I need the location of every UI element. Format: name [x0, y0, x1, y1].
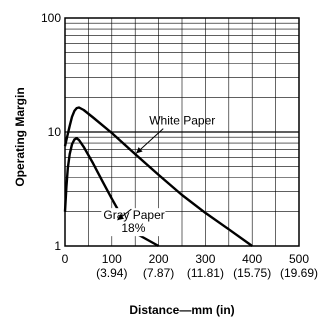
x-tick-sublabel: (7.87): [143, 266, 174, 280]
x-tick-sublabel: (3.94): [96, 266, 127, 280]
x-tick-sublabel: (11.81): [187, 266, 224, 280]
x-tick-label: 200: [149, 252, 169, 266]
gray-paper-label: Gray Paper: [103, 208, 164, 222]
x-tick-label: 300: [195, 252, 215, 266]
y-tick-label: 100: [41, 11, 61, 25]
series-line-white-paper: [63, 106, 253, 247]
y-tick-label: 1: [54, 239, 61, 253]
gray-paper-percent-label: 18%: [121, 221, 145, 235]
white-paper-label: White Paper: [149, 114, 215, 128]
x-tick-sublabel: (19.69): [280, 266, 318, 280]
x-tick-label: 400: [242, 252, 262, 266]
tick-labels: 0 100(3.94)200(7.87)300(11.81)400(15.75)5…: [41, 11, 318, 280]
x-tick-label: 100: [102, 252, 122, 266]
x-tick-sublabel: (15.75): [233, 266, 271, 280]
grid: [65, 18, 299, 246]
gray-paper-arrowhead: [117, 214, 124, 221]
y-tick-label: 10: [48, 125, 62, 139]
x-tick-label: 0: [62, 252, 69, 266]
x-axis-label: Distance—mm (in): [129, 303, 234, 317]
y-axis-label: Operating Margin: [13, 87, 27, 186]
white-paper-arrow: [135, 128, 164, 154]
gray-paper-label-background: [101, 208, 166, 237]
white-paper-arrowhead: [136, 147, 143, 154]
plot-frame: [64, 17, 300, 247]
x-tick-label: 500: [289, 252, 309, 266]
